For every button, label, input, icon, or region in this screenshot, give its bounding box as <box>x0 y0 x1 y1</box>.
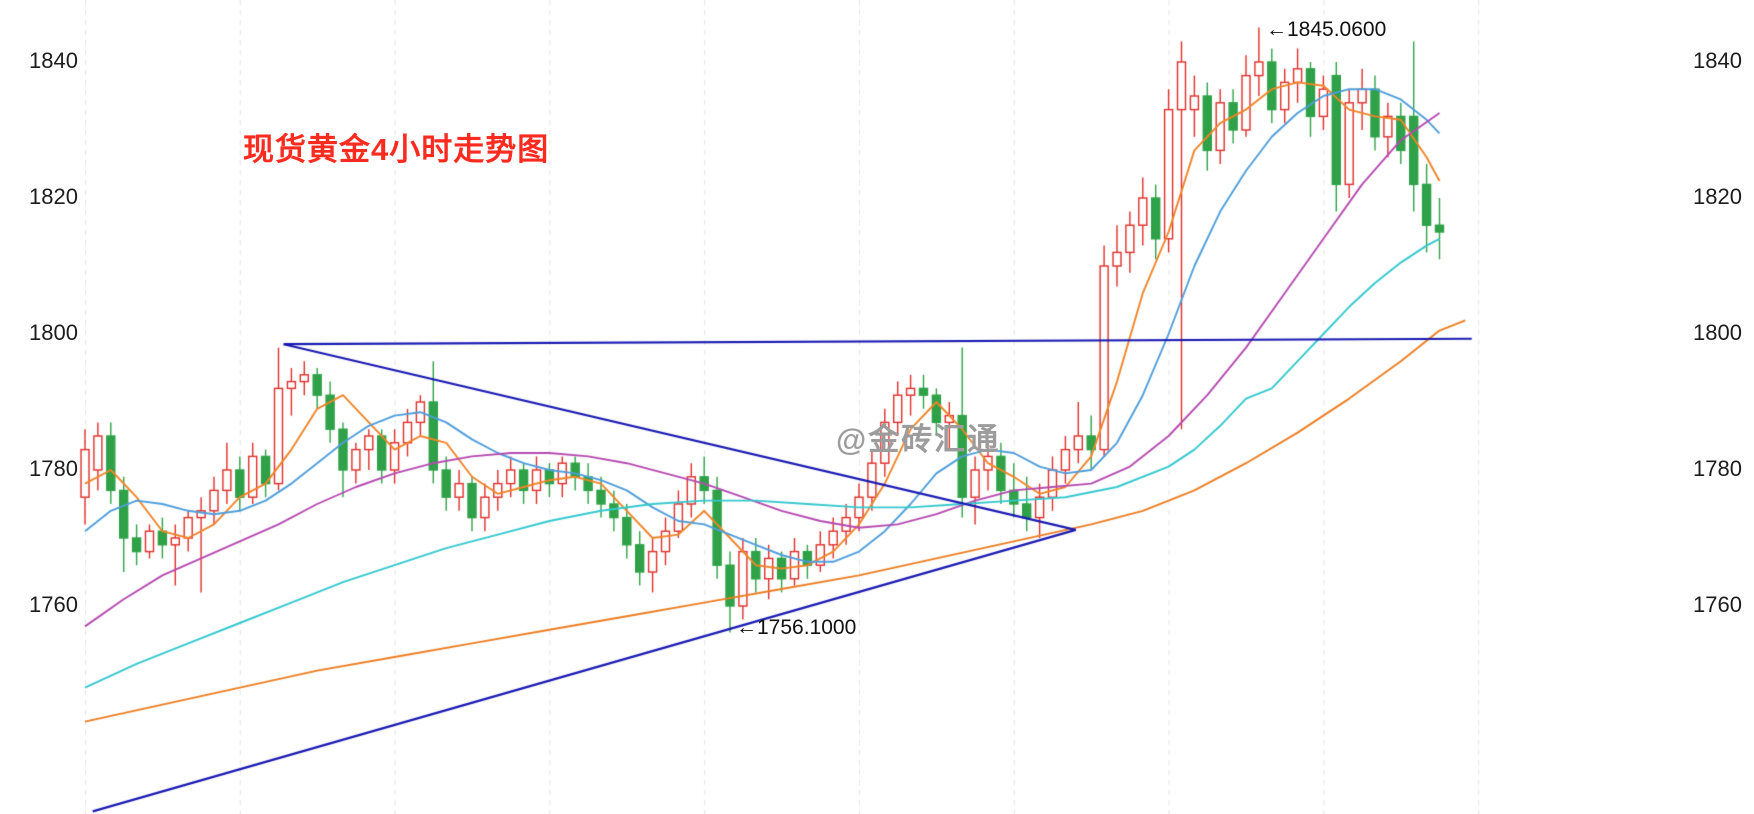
chart-title: 现货黄金4小时走势图 <box>243 132 550 167</box>
y-axis-right-label: 1820 <box>1693 184 1742 209</box>
low-price-annotation: ←1756.1000 <box>736 616 857 639</box>
y-axis-right-label: 1760 <box>1693 592 1742 617</box>
y-axis-left-label: 1820 <box>29 184 78 209</box>
y-axis-left-label: 1800 <box>29 320 78 345</box>
watermark: @金砖汇通 <box>836 422 1001 457</box>
y-axis-right-label: 1800 <box>1693 320 1742 345</box>
y-axis-left-label: 1780 <box>29 456 78 481</box>
y-axis-left-label: 1840 <box>29 48 78 73</box>
y-axis-left-label: 1760 <box>29 592 78 617</box>
high-price-annotation: ←1845.0600 <box>1266 18 1387 41</box>
y-axis-right-label: 1840 <box>1693 48 1742 73</box>
y-axis-right-label: 1780 <box>1693 456 1742 481</box>
